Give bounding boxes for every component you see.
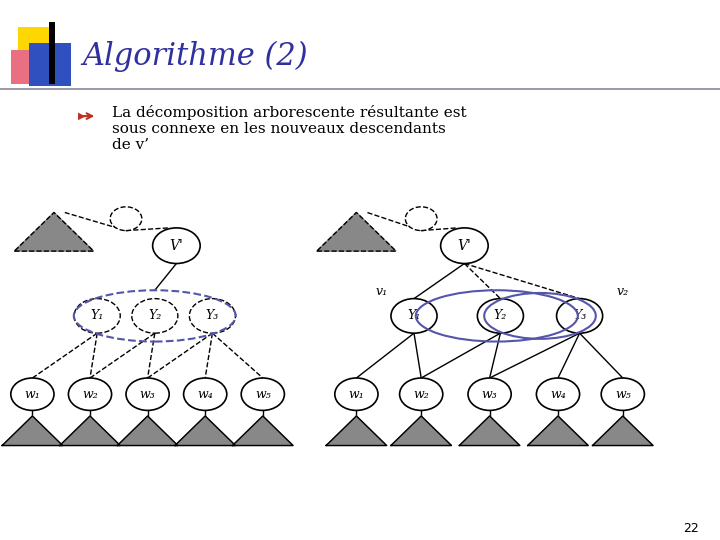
Bar bbox=[11, 50, 48, 84]
Text: de v’: de v’ bbox=[112, 138, 149, 152]
Circle shape bbox=[184, 378, 227, 410]
Circle shape bbox=[335, 378, 378, 410]
Bar bbox=[29, 43, 71, 86]
Text: w₃: w₃ bbox=[482, 388, 498, 401]
Circle shape bbox=[68, 378, 112, 410]
Text: Y₃: Y₃ bbox=[206, 309, 219, 322]
Text: v₂: v₂ bbox=[617, 285, 629, 298]
Text: w₅: w₅ bbox=[615, 388, 631, 401]
Text: w₄: w₄ bbox=[550, 388, 566, 401]
Circle shape bbox=[74, 299, 120, 333]
Polygon shape bbox=[459, 416, 520, 446]
Text: V': V' bbox=[169, 239, 184, 253]
Circle shape bbox=[468, 378, 511, 410]
Polygon shape bbox=[233, 416, 293, 446]
Circle shape bbox=[477, 299, 523, 333]
Circle shape bbox=[126, 378, 169, 410]
Polygon shape bbox=[60, 416, 120, 446]
Polygon shape bbox=[326, 416, 387, 446]
Text: Y₃: Y₃ bbox=[573, 309, 586, 322]
Circle shape bbox=[11, 378, 54, 410]
Circle shape bbox=[557, 299, 603, 333]
Circle shape bbox=[601, 378, 644, 410]
Polygon shape bbox=[175, 416, 235, 446]
Circle shape bbox=[189, 299, 235, 333]
Text: Y₁: Y₁ bbox=[408, 309, 420, 322]
Text: w₅: w₅ bbox=[255, 388, 271, 401]
Polygon shape bbox=[593, 416, 653, 446]
Text: V': V' bbox=[457, 239, 472, 253]
Circle shape bbox=[241, 378, 284, 410]
Text: La décomposition arborescente résultante est: La décomposition arborescente résultante… bbox=[112, 105, 467, 120]
Text: sous connexe en les nouveaux descendants: sous connexe en les nouveaux descendants bbox=[112, 122, 446, 136]
Circle shape bbox=[400, 378, 443, 410]
Text: 22: 22 bbox=[683, 522, 698, 535]
Circle shape bbox=[405, 207, 437, 231]
Bar bbox=[18, 27, 55, 62]
Text: ▶: ▶ bbox=[78, 111, 85, 121]
Text: w₁: w₁ bbox=[24, 388, 40, 401]
Text: w₂: w₂ bbox=[413, 388, 429, 401]
Circle shape bbox=[391, 299, 437, 333]
Circle shape bbox=[441, 228, 488, 264]
Polygon shape bbox=[117, 416, 178, 446]
Circle shape bbox=[132, 299, 178, 333]
Polygon shape bbox=[391, 416, 451, 446]
Text: w₄: w₄ bbox=[197, 388, 213, 401]
Text: Y₂: Y₂ bbox=[148, 309, 161, 322]
Text: w₃: w₃ bbox=[140, 388, 156, 401]
Text: v₁: v₁ bbox=[376, 285, 387, 298]
Circle shape bbox=[153, 228, 200, 264]
Polygon shape bbox=[317, 212, 396, 251]
Polygon shape bbox=[2, 416, 63, 446]
Text: Y₁: Y₁ bbox=[91, 309, 104, 322]
Polygon shape bbox=[14, 212, 94, 251]
Circle shape bbox=[110, 207, 142, 231]
Polygon shape bbox=[528, 416, 588, 446]
Text: Algorithme (2): Algorithme (2) bbox=[83, 41, 308, 72]
Circle shape bbox=[536, 378, 580, 410]
Bar bbox=[49, 22, 55, 84]
Text: Y₂: Y₂ bbox=[494, 309, 507, 322]
Text: w₁: w₁ bbox=[348, 388, 364, 401]
Text: w₂: w₂ bbox=[82, 388, 98, 401]
